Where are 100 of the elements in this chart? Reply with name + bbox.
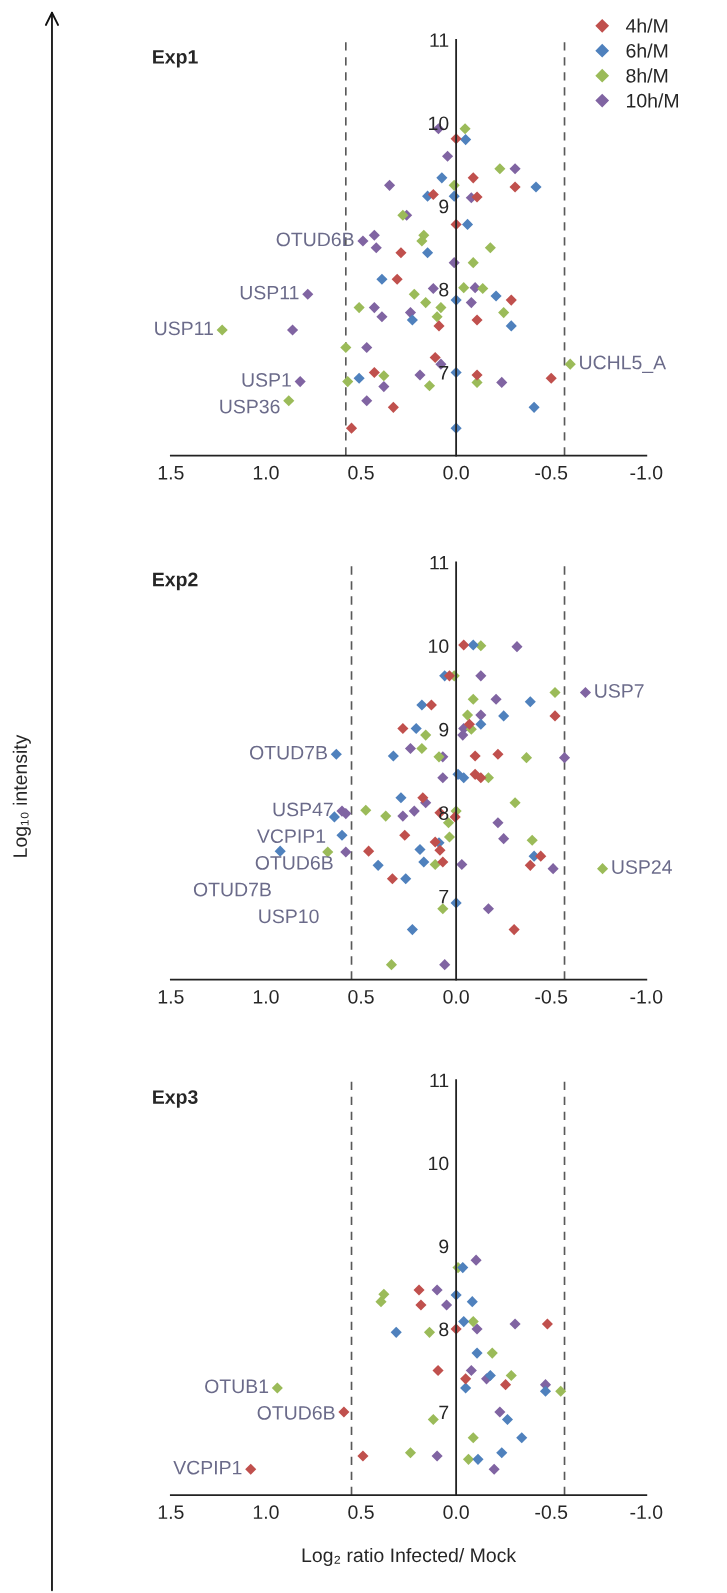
point [420, 297, 432, 309]
point [274, 845, 286, 857]
y-tick-label: 10 [429, 639, 449, 654]
y-axis-title: Log₁₀ intensity [12, 734, 31, 857]
x-tick-label: 1.5 [158, 1505, 184, 1520]
annotation: USP24 [612, 860, 672, 874]
point [368, 302, 380, 314]
point [283, 395, 295, 407]
point [423, 380, 436, 392]
point [431, 311, 443, 323]
x-axis-title: Log₂ ratio Infected/ Mock [302, 1547, 517, 1566]
annotation: USP1 [242, 373, 291, 387]
x-tick-label: 1.5 [158, 466, 184, 480]
annotation: OTUD6B [276, 232, 354, 247]
point [437, 772, 449, 784]
point [422, 247, 434, 259]
point [384, 179, 396, 191]
point [486, 1347, 498, 1359]
point [357, 1450, 369, 1462]
point [245, 1463, 257, 1475]
point [498, 307, 510, 319]
annotation: USP10 [259, 909, 319, 924]
y-tick-label: 9 [439, 199, 449, 214]
y-tick-label: 11 [430, 1073, 449, 1088]
y-tick-label: 7 [439, 889, 449, 904]
point [441, 1299, 453, 1311]
point [539, 1385, 552, 1397]
annotation: USP11 [155, 321, 213, 336]
point [475, 670, 487, 682]
point [526, 834, 538, 846]
y-tick-label: 11 [430, 556, 449, 570]
point [385, 959, 398, 971]
point [418, 856, 430, 868]
point [386, 873, 398, 885]
point [435, 302, 447, 314]
annotation: VCPIP1 [173, 1460, 242, 1475]
chart-title: Exp3 [153, 1090, 198, 1108]
annotation: USP7 [595, 684, 644, 698]
point [494, 163, 506, 175]
x-tick-label: -0.5 [535, 465, 568, 480]
y-tick-label: 8 [439, 1322, 449, 1337]
point [443, 831, 456, 843]
point [467, 257, 479, 269]
point [363, 845, 375, 857]
point [484, 1369, 496, 1382]
point [545, 372, 557, 384]
point [216, 324, 228, 336]
point [340, 846, 352, 858]
point [471, 314, 483, 326]
point [378, 370, 390, 382]
point [511, 641, 523, 653]
point [469, 750, 481, 762]
point [434, 844, 446, 856]
point [458, 282, 470, 294]
annotation: USP11 [240, 285, 299, 300]
point [564, 358, 576, 370]
point [336, 829, 348, 841]
point [471, 369, 483, 381]
point [376, 273, 388, 285]
x-tick-label: -1.0 [630, 465, 663, 480]
point [461, 218, 474, 230]
point [463, 718, 475, 730]
point [353, 302, 365, 314]
point [460, 1382, 472, 1394]
point [541, 1318, 553, 1330]
point [404, 742, 417, 755]
x-tick-label: -1.0 [630, 989, 663, 1004]
point [498, 710, 510, 722]
point [490, 290, 502, 302]
point [429, 351, 441, 364]
point [370, 242, 382, 254]
y-tick-label: 9 [439, 722, 449, 737]
annotation: USP47 [273, 802, 333, 817]
point [361, 341, 373, 354]
point [458, 1316, 470, 1328]
y-tick-label: 11 [430, 33, 449, 47]
point [492, 817, 504, 829]
point [345, 422, 358, 434]
point [410, 722, 422, 734]
y-tick-label: 10 [429, 116, 449, 131]
point [378, 381, 390, 393]
point [353, 372, 365, 384]
point [376, 311, 388, 323]
point [427, 1413, 439, 1426]
point [458, 772, 470, 784]
point [471, 191, 483, 203]
point [287, 324, 299, 336]
x-tick-label: 0.0 [443, 465, 469, 480]
point [460, 134, 472, 146]
y-tick-label: 9 [439, 1239, 449, 1254]
point [494, 1406, 506, 1418]
point [549, 710, 561, 722]
legend-label: 6h/M [626, 43, 668, 58]
point [375, 1296, 387, 1308]
point [477, 282, 489, 295]
point [475, 772, 487, 784]
point [395, 792, 407, 804]
annotation: USP36 [220, 399, 280, 414]
point [475, 718, 487, 730]
point [460, 1373, 472, 1385]
